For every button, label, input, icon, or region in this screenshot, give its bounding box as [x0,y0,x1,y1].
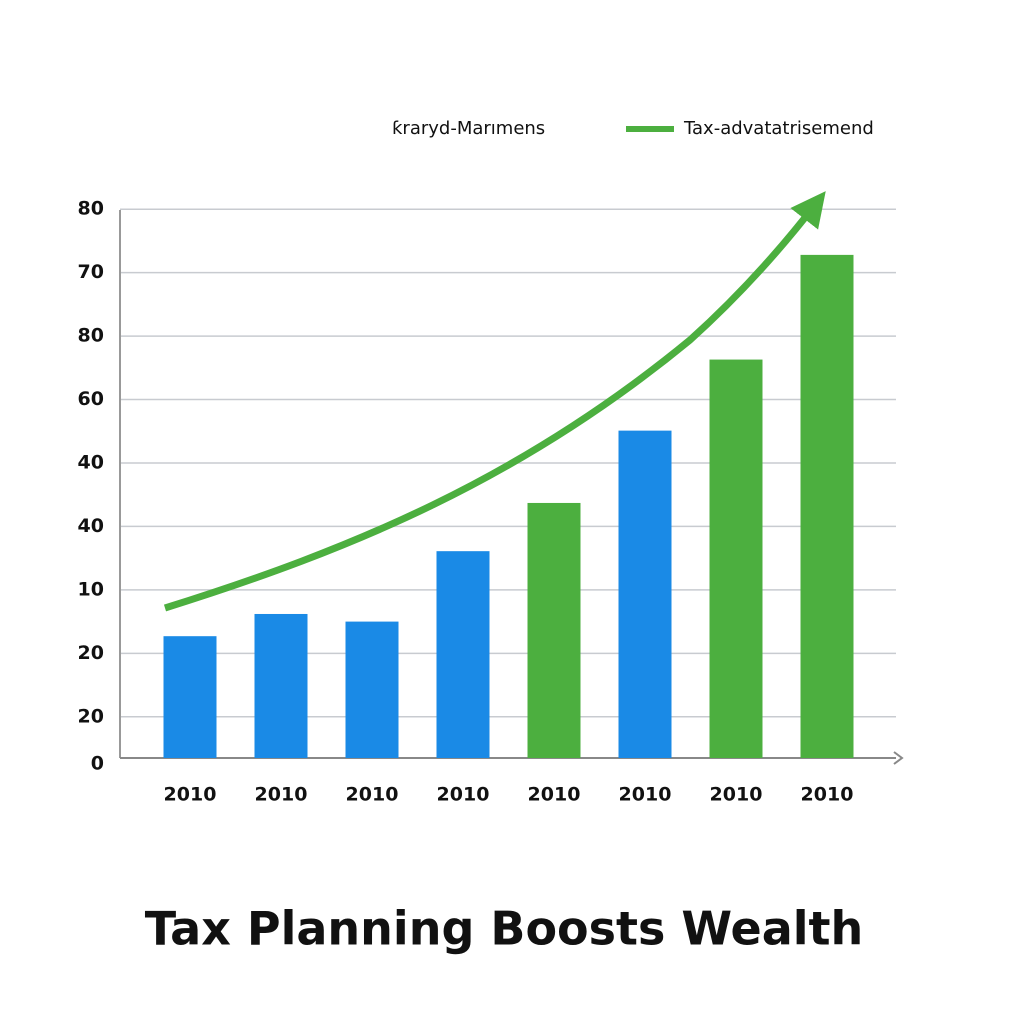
legend-label: ƙraryd-Marımens [392,118,545,139]
y-tick-label: 10 [78,578,104,600]
x-tick-label: 2010 [255,784,308,806]
y-tick-label: 0 [91,753,104,775]
x-axis-arrow [893,751,904,765]
y-tick-label: 20 [78,705,104,727]
bar [345,621,399,758]
bars [163,254,854,758]
y-tick-label: 70 [78,261,104,283]
y-tick-label: 20 [78,642,104,664]
bar [436,551,490,758]
trend-arrow [163,191,826,612]
x-tick-label: 2010 [619,784,672,806]
bar [800,254,854,758]
x-tick-label: 2010 [710,784,763,806]
y-tick-label: 60 [78,388,104,410]
legend-label: Tax-advatatrisemend [683,118,874,139]
y-tick-label: 40 [78,515,104,537]
x-tick-label: 2010 [346,784,399,806]
x-tick-label: 2010 [164,784,217,806]
bar [527,502,581,758]
x-tick-label: 2010 [528,784,581,806]
y-tick-label: 80 [78,198,104,220]
bar [163,636,217,758]
x-tick-label: 2010 [437,784,490,806]
bar [254,613,308,758]
bar [618,430,672,758]
chart-title: Tax Planning Boosts Wealth [145,902,864,956]
bar [709,359,763,758]
y-tick-label: 80 [78,325,104,347]
y-tick-label: 40 [78,451,104,473]
x-tick-label: 2010 [801,784,854,806]
